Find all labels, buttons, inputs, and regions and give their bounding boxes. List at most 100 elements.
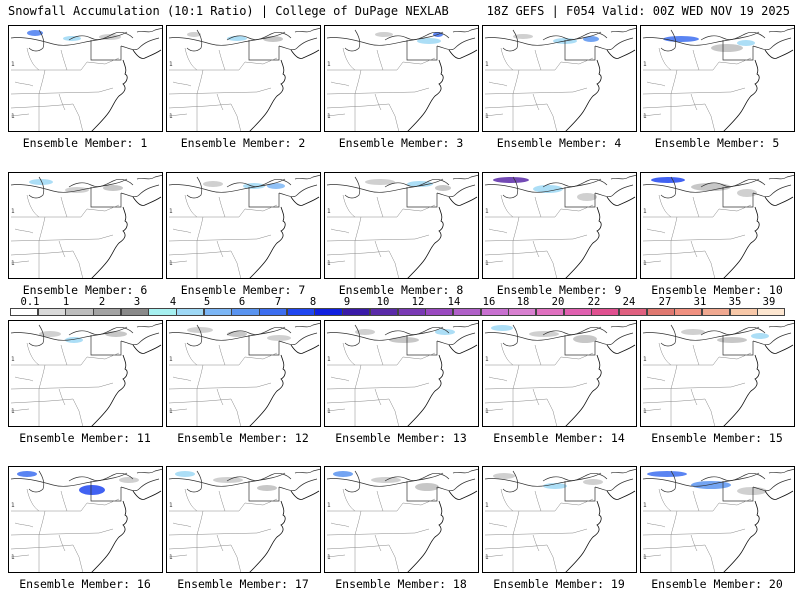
colorbar-swatch	[452, 308, 482, 316]
colorbar-tick-label: 10	[376, 296, 390, 308]
ensemble-member-label: Ensemble Member: 12	[177, 431, 309, 445]
svg-text:1: 1	[169, 502, 173, 509]
svg-text:1: 1	[11, 260, 15, 267]
colorbar-swatch	[231, 308, 260, 316]
colorbar-tick-label: 5	[203, 296, 211, 308]
chart-title: Snowfall Accumulation (10:1 Ratio) | Col…	[8, 4, 449, 18]
svg-text:1: 1	[485, 356, 489, 363]
colorbar-swatch	[93, 308, 122, 316]
colorbar-swatch	[508, 308, 537, 316]
colorbar-swatch	[425, 308, 454, 316]
colorbar-swatch	[757, 308, 786, 316]
ensemble-member-label: Ensemble Member: 7	[180, 283, 306, 297]
ensemble-member-label: Ensemble Member: 14	[493, 431, 625, 445]
colorbar-swatch	[10, 308, 39, 316]
ensemble-member-label: Ensemble Member: 1	[22, 136, 148, 150]
svg-text:1: 1	[327, 554, 331, 561]
svg-text:1: 1	[11, 208, 15, 215]
colorbar-swatch	[37, 308, 66, 316]
ensemble-member-label: Ensemble Member: 6	[22, 283, 148, 297]
colorbar-tick-label: 14	[447, 296, 461, 308]
ensemble-member-label: Ensemble Member: 19	[493, 577, 625, 591]
colorbar-swatch	[618, 308, 648, 316]
svg-text:1: 1	[169, 113, 173, 120]
colorbar-swatch	[369, 308, 398, 316]
colorbar-tick-label: 0.1	[20, 296, 40, 308]
ensemble-map-panel: 1 1	[482, 172, 637, 279]
ensemble-member-label: Ensemble Member: 5	[654, 136, 780, 150]
ensemble-map-panel: 1 1	[482, 320, 637, 427]
colorbar-tick-label: 3	[133, 296, 141, 308]
colorbar-swatch	[65, 308, 94, 316]
colorbar-tick-label: 2	[98, 296, 106, 308]
colorbar-swatch	[314, 308, 343, 316]
svg-text:1: 1	[643, 113, 647, 120]
svg-text:1: 1	[327, 113, 331, 120]
svg-text:1: 1	[643, 408, 647, 415]
svg-text:1: 1	[169, 554, 173, 561]
colorbar-swatch	[646, 308, 675, 316]
colorbar-swatch	[148, 308, 177, 316]
colorbar-swatch	[259, 308, 288, 316]
colorbar-tick-label: 35	[728, 296, 742, 308]
colorbar-swatch	[729, 308, 758, 316]
svg-text:1: 1	[11, 554, 15, 561]
ensemble-member-label: Ensemble Member: 16	[19, 577, 151, 591]
svg-text:1: 1	[327, 260, 331, 267]
svg-text:1: 1	[327, 61, 331, 68]
svg-text:1: 1	[643, 356, 647, 363]
svg-text:1: 1	[327, 208, 331, 215]
colorbar-tick-label: 6	[238, 296, 246, 308]
svg-text:1: 1	[169, 356, 173, 363]
ensemble-member-label: Ensemble Member: 15	[651, 431, 783, 445]
ensemble-map-panel: 1 1	[640, 25, 795, 132]
colorbar-swatch	[397, 308, 426, 316]
svg-text:1: 1	[327, 502, 331, 509]
colorbar-swatch	[674, 308, 703, 316]
ensemble-map-panel: 1 1	[8, 25, 163, 132]
ensemble-map-panel: 1 1	[324, 466, 479, 573]
colorbar-tick-label: 16	[482, 296, 496, 308]
ensemble-map-panel: 1 1	[8, 320, 163, 427]
ensemble-map-panel: 1 1	[324, 25, 479, 132]
ensemble-map-panel: 1 1	[8, 172, 163, 279]
svg-text:1: 1	[485, 554, 489, 561]
svg-text:1: 1	[11, 356, 15, 363]
svg-text:1: 1	[643, 554, 647, 561]
colorbar-swatch	[591, 308, 620, 316]
ensemble-map-panel: 1 1	[482, 466, 637, 573]
svg-text:1: 1	[169, 260, 173, 267]
colorbar-swatch	[286, 308, 315, 316]
colorbar-tick-label: 8	[309, 296, 317, 308]
svg-text:1: 1	[643, 260, 647, 267]
svg-text:1: 1	[643, 502, 647, 509]
colorbar-tick-label: 20	[551, 296, 565, 308]
model-run-info: 18Z GEFS | F054 Valid: 00Z WED NOV 19 20…	[486, 4, 790, 18]
svg-text:1: 1	[485, 113, 489, 120]
ensemble-map-panel: 1 1	[640, 172, 795, 279]
colorbar-tick-label: 9	[343, 296, 351, 308]
colorbar-swatch	[535, 308, 565, 316]
colorbar-tick-label: 18	[516, 296, 530, 308]
ensemble-member-label: Ensemble Member: 3	[338, 136, 464, 150]
svg-text:1: 1	[11, 61, 15, 68]
colorbar-swatch	[176, 308, 205, 316]
colorbar-swatch	[701, 308, 731, 316]
svg-text:1: 1	[169, 208, 173, 215]
svg-text:1: 1	[169, 408, 173, 415]
ensemble-member-label: Ensemble Member: 20	[651, 577, 783, 591]
svg-text:1: 1	[327, 408, 331, 415]
ensemble-map-panel: 1 1	[640, 320, 795, 427]
colorbar-tick-label: 31	[693, 296, 707, 308]
colorbar-swatch	[342, 308, 371, 316]
colorbar-swatch	[563, 308, 592, 316]
ensemble-map-panel: 1 1	[324, 172, 479, 279]
colorbar-tick-label: 4	[169, 296, 177, 308]
colorbar-tick-label: 12	[411, 296, 425, 308]
svg-text:1: 1	[11, 502, 15, 509]
colorbar-tick-label: 39	[762, 296, 776, 308]
svg-text:1: 1	[485, 408, 489, 415]
svg-text:1: 1	[485, 208, 489, 215]
ensemble-member-label: Ensemble Member: 10	[651, 283, 783, 297]
ensemble-map-panel: 1 1	[166, 172, 321, 279]
